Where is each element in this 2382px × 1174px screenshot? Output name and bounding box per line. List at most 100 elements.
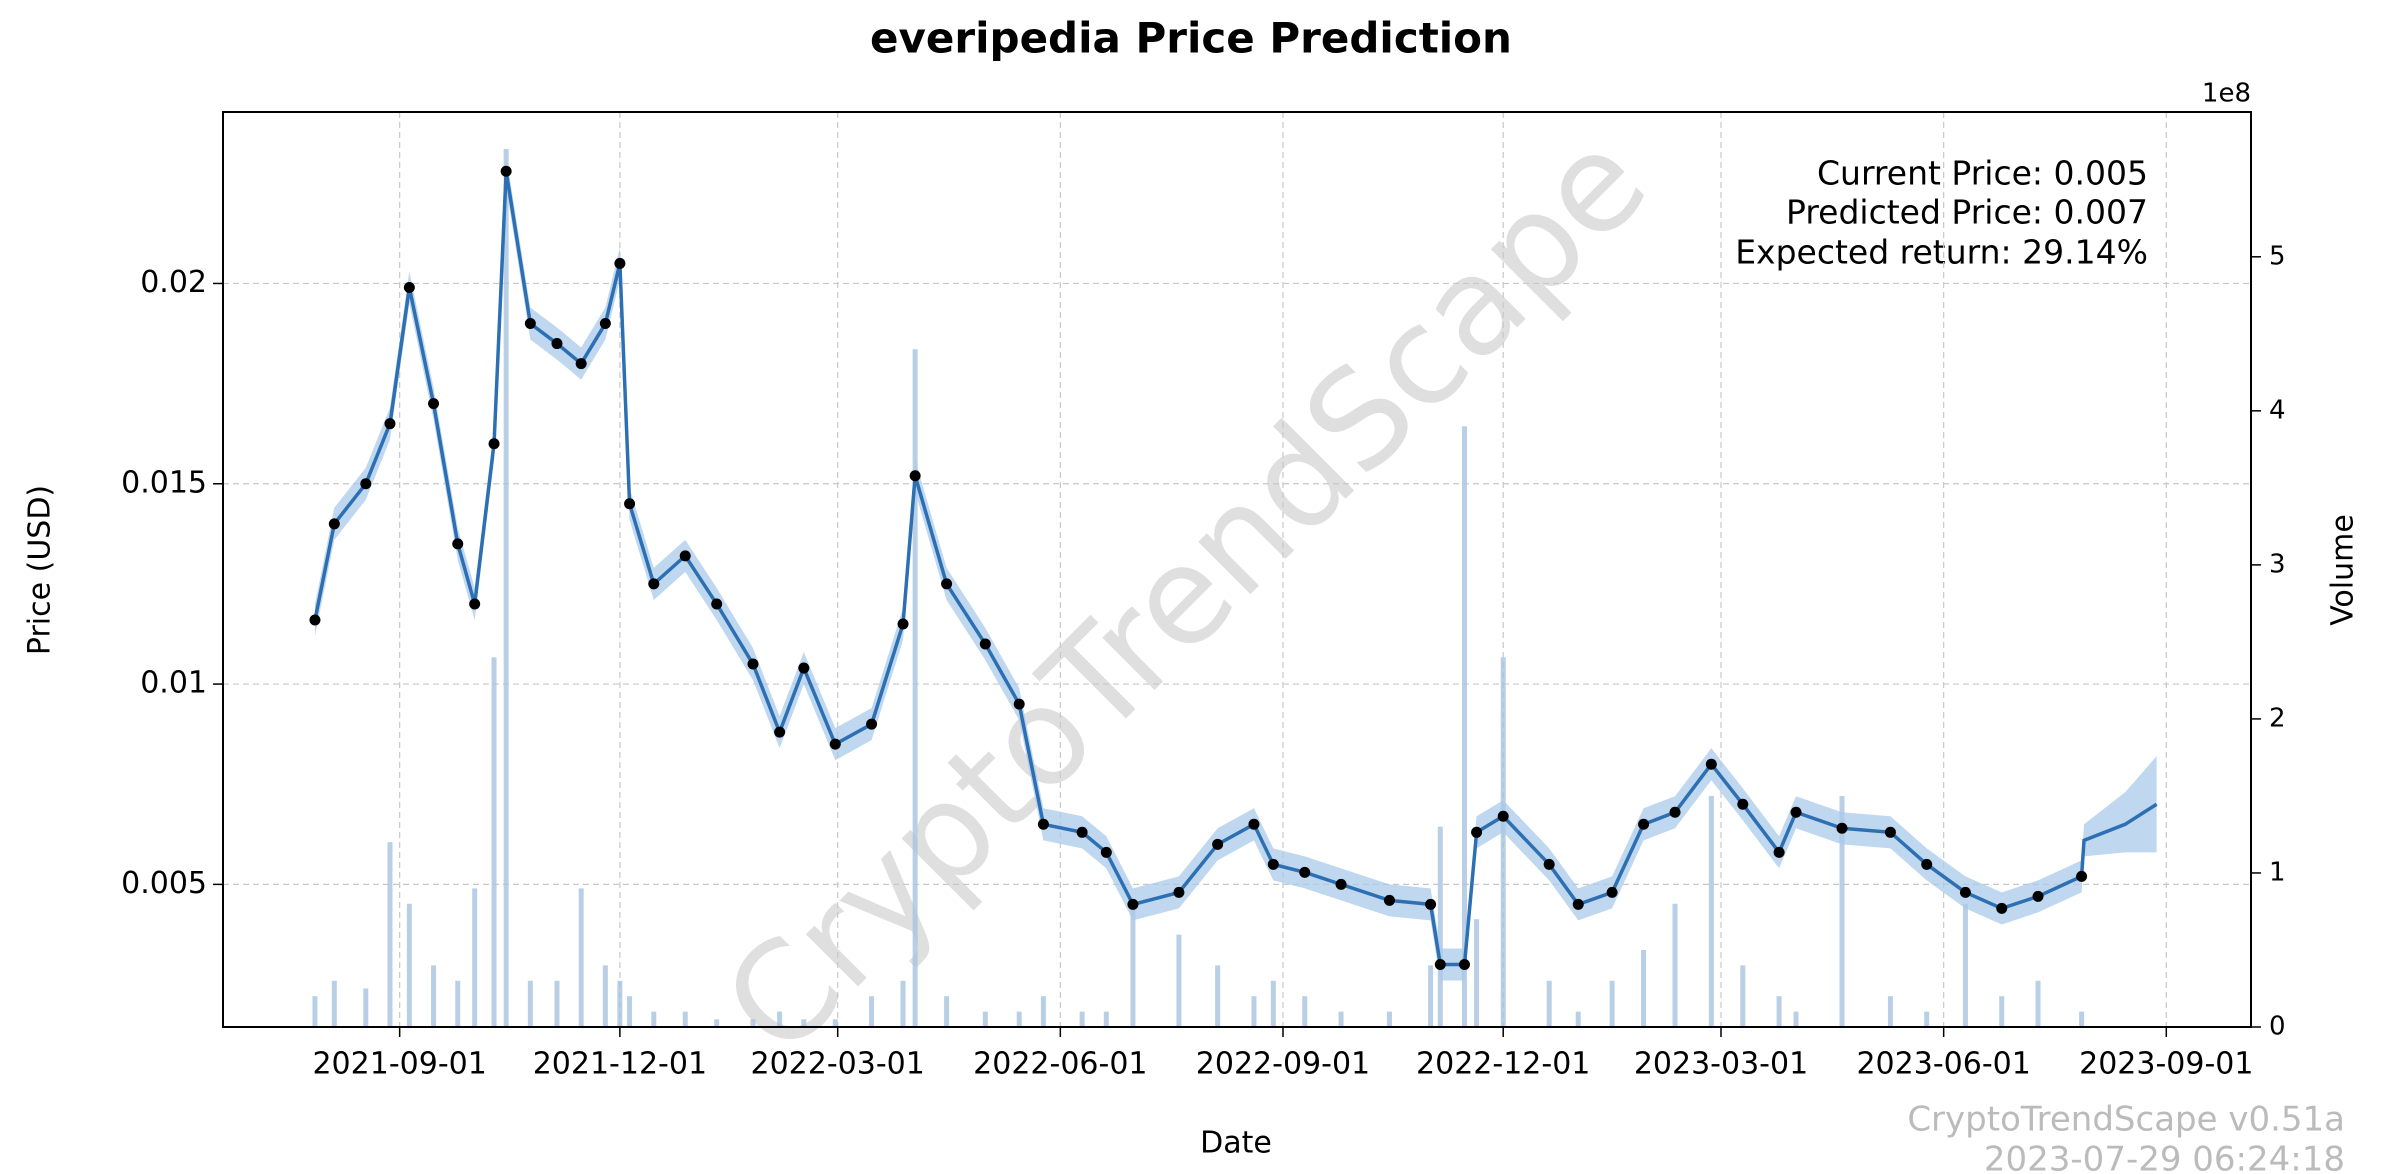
price-point xyxy=(1572,898,1584,910)
volume-bar xyxy=(1672,903,1678,1027)
y2-tick-label: 0 xyxy=(2269,1012,2286,1042)
chart-title: everipedia Price Prediction xyxy=(870,14,1512,63)
price-point xyxy=(360,478,372,490)
volume-bar xyxy=(869,996,875,1027)
price-point xyxy=(1076,826,1088,838)
price-point xyxy=(575,358,587,370)
volume-bar xyxy=(1130,903,1136,1027)
price-point xyxy=(328,518,340,530)
volume-bar xyxy=(1461,426,1467,1027)
price-point xyxy=(747,658,759,670)
volume-bar xyxy=(750,1019,756,1027)
volume-bar xyxy=(777,1011,783,1027)
volume-bar xyxy=(331,980,337,1027)
volume-bar xyxy=(1999,996,2005,1027)
y-tick-label: 0.005 xyxy=(121,866,207,901)
price-point xyxy=(1037,818,1049,830)
volume-bar xyxy=(1887,996,1893,1027)
volume-bar xyxy=(554,980,560,1027)
price-point xyxy=(551,338,563,350)
volume-bar xyxy=(406,903,412,1027)
volume-bar xyxy=(312,996,318,1027)
price-point xyxy=(488,438,500,450)
volume-bar xyxy=(912,349,918,1027)
price-point xyxy=(774,726,786,738)
y-tick-label: 0.01 xyxy=(140,666,207,701)
volume-bar xyxy=(1575,1011,1581,1027)
volume-bar xyxy=(1215,965,1221,1027)
price-point xyxy=(1790,806,1802,818)
volume-bar xyxy=(1428,965,1434,1027)
price-point xyxy=(1425,898,1437,910)
price-point xyxy=(500,165,512,177)
volume-bar xyxy=(1103,1011,1109,1027)
volume-bar xyxy=(617,980,623,1027)
volume-bar xyxy=(527,980,533,1027)
price-point xyxy=(1127,898,1139,910)
x-tick-label: 2022-12-01 xyxy=(1416,1047,1590,1082)
volume-bar xyxy=(1924,1011,1930,1027)
annotation: Predicted Price: 0.007 xyxy=(1786,193,2148,232)
volume-bar xyxy=(627,996,633,1027)
volume-bar xyxy=(1176,934,1182,1027)
price-point xyxy=(941,578,953,590)
price-point xyxy=(384,418,396,430)
annotation: Expected return: 29.14% xyxy=(1735,233,2148,272)
volume-bar xyxy=(1386,1011,1392,1027)
volume-bar xyxy=(1079,1011,1085,1027)
price-point xyxy=(1013,698,1025,710)
price-point xyxy=(1996,902,2008,914)
volume-bar xyxy=(1839,795,1845,1027)
price-point xyxy=(1836,822,1848,834)
price-point xyxy=(1434,959,1446,971)
price-point xyxy=(679,550,691,562)
volume-bar xyxy=(455,980,461,1027)
volume-bar xyxy=(1740,965,1746,1027)
footer: 2023-07-29 06:24:18 xyxy=(1984,1140,2345,1174)
price-point xyxy=(1267,858,1279,870)
price-point xyxy=(614,257,626,269)
volume-bar xyxy=(578,888,584,1027)
price-point xyxy=(979,638,991,650)
price-point xyxy=(524,318,536,330)
footer: CryptoTrendScape v0.51a xyxy=(1907,1100,2345,1140)
price-point xyxy=(309,614,321,626)
x-axis-label: Date xyxy=(1200,1126,1272,1161)
y2-tick-label: 3 xyxy=(2269,549,2286,579)
price-point xyxy=(711,598,723,610)
x-tick-label: 2021-09-01 xyxy=(312,1047,486,1082)
volume-bar xyxy=(900,980,906,1027)
volume-bar xyxy=(1793,1011,1799,1027)
price-point xyxy=(1497,810,1509,822)
y-tick-label: 0.02 xyxy=(140,265,207,300)
price-point xyxy=(1471,826,1483,838)
volume-bar xyxy=(1040,996,1046,1027)
volume-bar xyxy=(944,996,950,1027)
price-point xyxy=(1773,846,1785,858)
y2-tick-label: 2 xyxy=(2269,703,2286,733)
volume-bar xyxy=(1338,1011,1344,1027)
price-point xyxy=(648,578,660,590)
volume-bar xyxy=(982,1011,988,1027)
volume-bar xyxy=(1708,795,1714,1027)
volume-bar xyxy=(602,965,608,1027)
volume-bar xyxy=(714,1019,720,1027)
volume-bar xyxy=(2035,980,2041,1027)
volume-bar xyxy=(1437,826,1443,1027)
price-point xyxy=(1606,886,1618,898)
price-point xyxy=(1458,959,1470,971)
price-point xyxy=(599,318,611,330)
volume-bar xyxy=(832,1019,838,1027)
volume-bar xyxy=(503,148,509,1027)
price-point xyxy=(403,281,415,293)
price-point xyxy=(1248,818,1260,830)
fit-line xyxy=(313,171,2158,967)
x-tick-label: 2023-03-01 xyxy=(1634,1047,1808,1082)
volume-bar xyxy=(387,842,393,1027)
price-point xyxy=(1638,818,1650,830)
price-point xyxy=(2032,890,2044,902)
price-point xyxy=(1705,758,1717,770)
volume-bar xyxy=(651,1011,657,1027)
price-point xyxy=(1383,894,1395,906)
volume-bar xyxy=(1776,996,1782,1027)
